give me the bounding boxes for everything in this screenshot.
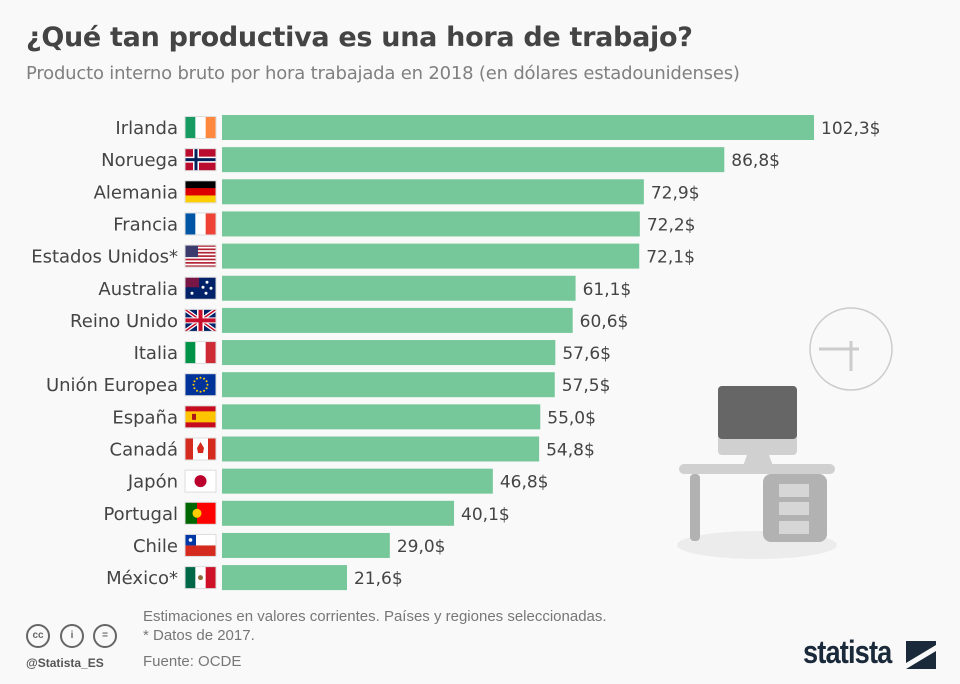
- category-label: Italia: [134, 343, 178, 364]
- bar-row: Italia 57,6$: [134, 340, 611, 366]
- bar-row: Noruega 86,8$: [101, 147, 780, 173]
- twitter-handle[interactable]: @Statista_ES: [26, 656, 104, 670]
- value-label: 21,6$: [354, 569, 403, 589]
- value-label: 55,0$: [547, 408, 596, 428]
- value-label: 102,3$: [821, 119, 880, 139]
- bar: [222, 340, 556, 366]
- bar: [222, 243, 640, 269]
- category-label: Irlanda: [115, 118, 178, 139]
- bar-row: Francia 72,2$: [113, 211, 696, 237]
- bar-row: Chile 29,0$: [133, 532, 446, 558]
- bar: [222, 179, 644, 205]
- bar-row: España 55,0$: [112, 404, 596, 430]
- category-label: Noruega: [101, 150, 178, 171]
- value-label: 57,6$: [562, 344, 611, 364]
- mexico-flag-icon: [184, 566, 217, 590]
- bar: [222, 436, 540, 462]
- japan-flag-icon: [184, 469, 217, 493]
- category-label: Alemania: [94, 182, 178, 203]
- norway-flag-icon: [184, 148, 217, 172]
- value-label: 46,8$: [500, 473, 549, 493]
- bar-row: México* 21,6$: [106, 565, 403, 591]
- value-label: 86,8$: [731, 151, 780, 171]
- nd-icon[interactable]: =: [93, 624, 117, 648]
- category-label: Estados Unidos*: [31, 247, 178, 268]
- bar-row: Portugal 40,1$: [103, 500, 510, 526]
- bar-row: Alemania 72,9$: [94, 179, 700, 205]
- bar: [222, 115, 814, 140]
- statista-logo[interactable]: statista: [803, 634, 892, 671]
- value-label: 54,8$: [546, 441, 595, 461]
- bar: [222, 404, 541, 430]
- value-label: 72,2$: [647, 215, 696, 235]
- bar-row: Australia 61,1$: [98, 275, 632, 301]
- clock-icon: [809, 307, 893, 391]
- source: Fuente: OCDE: [143, 653, 242, 670]
- category-label: Francia: [113, 214, 178, 235]
- bar-row: Reino Unido 60,6$: [70, 307, 629, 334]
- footnote-2017: * Datos de 2017.: [143, 627, 255, 644]
- category-label: Unión Europea: [46, 375, 178, 396]
- eu-flag-icon: [184, 373, 217, 397]
- italy-flag-icon: [184, 341, 217, 365]
- value-label: 72,1$: [646, 248, 695, 268]
- bar: [222, 468, 493, 494]
- logo-text: statista: [803, 634, 892, 670]
- spain-flag-icon: [184, 405, 217, 429]
- category-label: Canadá: [110, 440, 179, 461]
- france-flag-icon: [184, 212, 217, 236]
- bar-row: Irlanda 102,3$: [115, 115, 880, 140]
- desk-illustration: [677, 307, 893, 559]
- chart-subtitle: Producto interno bruto por hora trabajad…: [26, 63, 740, 84]
- category-label: Portugal: [103, 504, 178, 525]
- chile-flag-icon: [184, 533, 217, 557]
- cc-icon[interactable]: cc: [26, 624, 50, 648]
- category-label: Chile: [133, 536, 178, 557]
- bar: [222, 532, 390, 558]
- bar-row: Japón 46,8$: [127, 468, 549, 494]
- category-label: Reino Unido: [70, 311, 178, 332]
- canada-flag-icon: [184, 437, 217, 461]
- bar: [222, 372, 555, 398]
- value-label: 29,0$: [397, 537, 446, 557]
- category-label: México*: [106, 568, 178, 589]
- bar-chart: Irlanda 102,3$ Noruega 86,8$ Alemania 72,9$ Fr…: [31, 115, 893, 591]
- germany-flag-icon: [184, 180, 217, 204]
- portugal-flag-icon: [184, 501, 217, 525]
- bar: [222, 307, 573, 333]
- usa-flag-icon: [184, 244, 217, 268]
- chart-title: ¿Qué tan productiva es una hora de traba…: [26, 22, 693, 53]
- value-label: 40,1$: [461, 505, 510, 525]
- value-label: 61,1$: [583, 280, 632, 300]
- bar-row: Unión Europea 57,5$: [46, 372, 611, 398]
- bar: [222, 275, 576, 301]
- bar-row: Canadá 54,8$: [110, 436, 595, 462]
- bar: [222, 211, 640, 237]
- ireland-flag-icon: [184, 116, 217, 139]
- category-label: Australia: [98, 279, 178, 300]
- bar-row: Estados Unidos* 72,1$: [31, 243, 695, 269]
- bar: [222, 147, 725, 173]
- category-label: España: [112, 407, 178, 428]
- bar: [222, 500, 455, 526]
- value-label: 60,6$: [580, 312, 629, 332]
- value-label: 57,5$: [562, 376, 611, 396]
- statista-logo-icon: [906, 641, 936, 669]
- category-label: Japón: [127, 472, 178, 493]
- value-label: 72,9$: [651, 183, 700, 203]
- australia-flag-icon: [184, 276, 217, 300]
- bar: [222, 565, 347, 591]
- uk-flag-icon: [183, 307, 218, 334]
- by-icon[interactable]: i: [60, 624, 84, 648]
- footnote: Estimaciones en valores corrientes. País…: [143, 608, 607, 625]
